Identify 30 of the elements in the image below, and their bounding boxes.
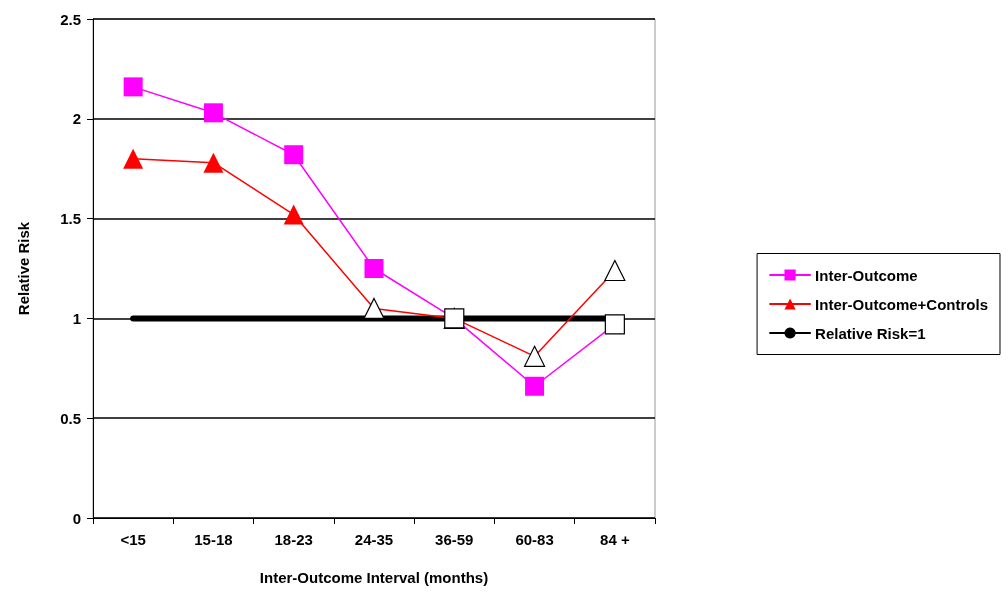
legend-label: Inter-Outcome bbox=[815, 266, 918, 284]
point bbox=[363, 297, 385, 320]
y-tick-label: 2 bbox=[72, 110, 81, 128]
y-axis-title: Relative Risk bbox=[15, 221, 32, 316]
y-tick-label: 0.5 bbox=[60, 409, 81, 427]
x-tick-label: 84 + bbox=[600, 531, 630, 548]
legend-label: Relative Risk=1 bbox=[815, 324, 926, 342]
y-tick-label: 0 bbox=[72, 509, 81, 527]
point bbox=[444, 308, 465, 329]
y-tick-label: 2.5 bbox=[60, 10, 81, 28]
y-tick-label: 1.5 bbox=[60, 210, 81, 228]
legend-label: Inter-Outcome+Controls bbox=[815, 295, 989, 313]
point bbox=[123, 148, 144, 169]
x-tick-label: <15 bbox=[120, 531, 146, 548]
x-tick-label: 15-18 bbox=[194, 531, 233, 548]
point bbox=[203, 103, 223, 123]
x-tick-label: 36-59 bbox=[435, 531, 474, 548]
x-tick-label: 18-23 bbox=[274, 531, 313, 548]
point bbox=[203, 152, 224, 173]
point bbox=[364, 259, 384, 278]
point bbox=[523, 345, 546, 367]
point bbox=[604, 259, 626, 282]
x-tick-label: 24-35 bbox=[354, 531, 394, 548]
point bbox=[525, 376, 545, 396]
point bbox=[284, 145, 304, 165]
point bbox=[283, 204, 304, 225]
x-axis-title: Inter-Outcome Interval (months) bbox=[259, 569, 489, 586]
y-tick-label: 1 bbox=[72, 309, 81, 327]
x-tick-label: 60-83 bbox=[515, 531, 554, 548]
point bbox=[123, 77, 143, 97]
